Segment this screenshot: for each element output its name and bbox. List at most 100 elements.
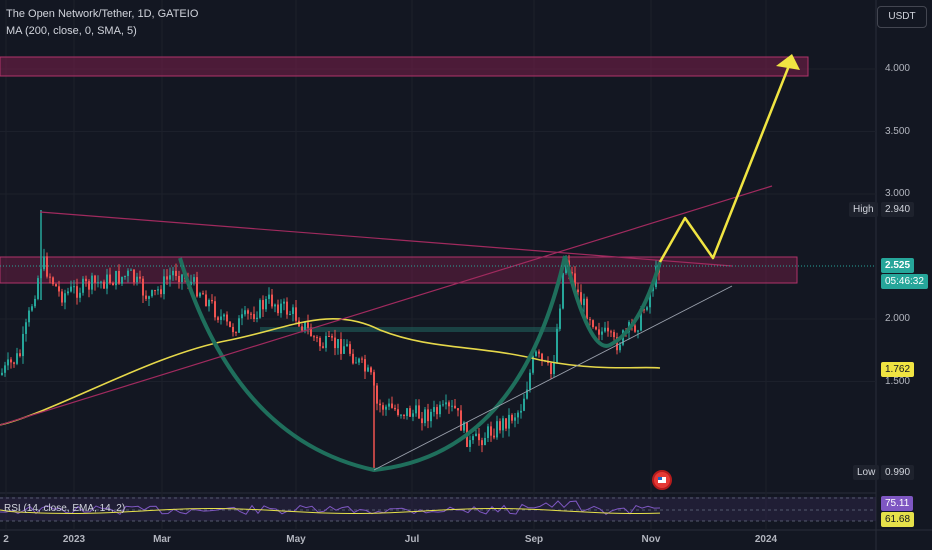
price-tick-label: 1.500 xyxy=(884,375,910,387)
candle-body xyxy=(28,310,30,323)
candle-body xyxy=(328,336,330,338)
candle-body xyxy=(532,356,534,373)
candle-body xyxy=(268,294,270,299)
candle-body xyxy=(16,353,18,364)
ma-indicator-label[interactable]: MA (200, close, 0, SMA, 5) xyxy=(6,25,137,37)
candle-body xyxy=(487,426,489,438)
candle-body xyxy=(211,300,213,302)
candle-body xyxy=(124,276,126,278)
candle-body xyxy=(238,318,240,333)
candle-body xyxy=(100,281,102,283)
candle-body xyxy=(31,306,33,311)
candle-body xyxy=(121,276,123,284)
candle-body xyxy=(562,273,564,309)
candle-body xyxy=(412,413,414,417)
candle-body xyxy=(172,270,174,276)
candle-body xyxy=(70,286,72,292)
candle-body xyxy=(91,275,93,290)
candle-body xyxy=(391,403,393,408)
candle-body xyxy=(427,409,429,422)
candle-body xyxy=(160,289,162,295)
candle-body xyxy=(55,284,57,287)
candle-body xyxy=(151,290,153,297)
flag-icon[interactable] xyxy=(652,470,672,490)
candle-body xyxy=(97,282,99,284)
candle-body xyxy=(241,314,243,319)
candle-body xyxy=(82,278,84,293)
candle-body xyxy=(142,278,144,296)
candle-body xyxy=(502,418,504,431)
candle-body xyxy=(277,304,279,314)
low-value: 0.990 xyxy=(881,465,915,480)
candle-body xyxy=(400,414,402,416)
candle-body xyxy=(148,296,150,299)
symbol-title[interactable]: The Open Network/Tether, 1D, GATEIO xyxy=(6,8,199,20)
candle-body xyxy=(1,372,3,375)
candle-body xyxy=(178,275,180,283)
rsi-line xyxy=(0,500,661,516)
candle-body xyxy=(445,402,447,405)
candle-body xyxy=(346,344,348,347)
candle-body xyxy=(247,310,249,314)
candle-body xyxy=(520,410,522,413)
time-tick-label: 2023 xyxy=(62,534,86,545)
candle-body xyxy=(235,332,237,334)
candle-body xyxy=(367,367,369,372)
candle-body xyxy=(334,337,336,349)
candle-body xyxy=(193,277,195,282)
currency-button[interactable]: USDT xyxy=(877,6,927,28)
candle-body xyxy=(253,314,255,319)
candle-body xyxy=(250,313,252,315)
candle-body xyxy=(343,346,345,354)
rsi-label[interactable]: RSI (14, close, EMA, 14, 2) xyxy=(4,503,126,514)
candle-body xyxy=(19,353,21,357)
candle-body xyxy=(406,408,408,416)
price-tick-label: 3.500 xyxy=(884,125,910,137)
candle-body xyxy=(481,440,483,446)
candle-body xyxy=(199,293,201,297)
candle-body xyxy=(13,362,15,364)
candle-body xyxy=(616,337,618,351)
candle-body xyxy=(157,289,159,291)
candle-body xyxy=(88,281,90,290)
candle-body xyxy=(79,292,81,298)
candle-body xyxy=(409,408,411,417)
candle-body xyxy=(358,358,360,363)
candle-body xyxy=(112,282,114,286)
candle-body xyxy=(394,407,396,410)
ma-200-line xyxy=(0,318,661,426)
candle-body xyxy=(256,317,258,319)
candle-body xyxy=(274,304,276,307)
candle-body xyxy=(229,321,231,327)
candle-body xyxy=(517,412,519,418)
time-tick-label: 2024 xyxy=(754,534,778,545)
candle-body xyxy=(484,437,486,446)
candle-body xyxy=(220,316,222,320)
candle-body xyxy=(25,322,27,334)
candle-body xyxy=(331,336,333,338)
candle-body xyxy=(49,276,51,278)
candle-body xyxy=(94,275,96,283)
support-trendline xyxy=(373,285,733,471)
candle-body xyxy=(22,333,24,357)
candle-body xyxy=(352,353,354,364)
candle-body xyxy=(442,404,444,406)
candle-body xyxy=(637,330,639,332)
candle-body xyxy=(4,365,6,373)
countdown-badge: 05:46:32 xyxy=(881,274,928,289)
handle-curve xyxy=(563,255,662,348)
candle-body xyxy=(397,409,399,416)
candle-body xyxy=(166,276,168,280)
candle-body xyxy=(355,362,357,364)
candle-body xyxy=(652,287,654,292)
candle-body xyxy=(106,274,108,289)
candle-body xyxy=(640,309,642,331)
candle-body xyxy=(523,398,525,411)
candle-body xyxy=(259,300,261,318)
candle-body xyxy=(580,292,582,306)
candle-body xyxy=(424,409,426,424)
rsi-value-badge: 75.11 xyxy=(881,496,914,511)
candle-body xyxy=(574,273,576,290)
